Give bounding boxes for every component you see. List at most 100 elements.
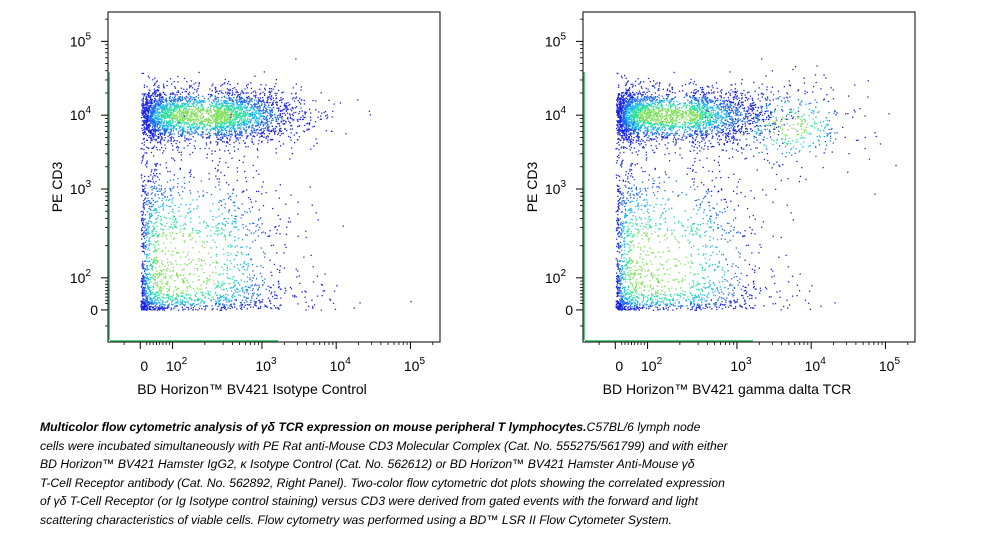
event-dot [286, 226, 288, 228]
event-dot [179, 264, 181, 266]
event-dot [224, 120, 226, 122]
event-dot [197, 299, 199, 301]
event-dot [273, 114, 276, 116]
event-dot [167, 123, 169, 125]
event-dot [187, 103, 189, 105]
event-dot [252, 306, 255, 308]
event-dot [142, 292, 144, 294]
event-dot [154, 93, 156, 96]
event-dot [168, 107, 170, 109]
event-dot [213, 101, 215, 103]
event-dot [172, 102, 174, 104]
event-dot [212, 116, 214, 118]
event-dot [169, 104, 172, 106]
event-dot [157, 215, 159, 217]
event-dot [152, 225, 154, 227]
event-dot [189, 133, 191, 135]
event-dot [274, 128, 276, 130]
event-dot [172, 208, 174, 210]
event-dot [284, 244, 286, 246]
event-dot [275, 130, 277, 132]
event-dot [141, 265, 143, 267]
event-dot [244, 114, 247, 116]
event-dot [293, 134, 295, 136]
event-dot [189, 217, 192, 219]
event-dot [192, 259, 194, 261]
event-dot [153, 278, 156, 280]
event-dot [206, 282, 208, 285]
event-dot [170, 109, 173, 111]
event-dot [178, 116, 181, 118]
event-dot [217, 143, 219, 145]
event-dot [212, 83, 214, 85]
event-dot [188, 91, 191, 94]
event-dot [155, 103, 157, 105]
event-dot [195, 106, 197, 108]
event-dot [172, 112, 174, 115]
event-dot [291, 128, 294, 130]
event-dot [149, 298, 151, 300]
event-dot [206, 119, 208, 121]
event-dot [192, 111, 195, 113]
event-dot [231, 300, 233, 302]
event-dot [310, 254, 312, 256]
event-dot [200, 118, 202, 120]
event-dot [167, 131, 170, 134]
event-dot [155, 140, 157, 142]
event-dot [154, 97, 156, 99]
event-dot [218, 303, 220, 305]
event-dot [169, 131, 171, 133]
event-dot [156, 129, 158, 131]
event-dot [150, 101, 152, 103]
event-dot [159, 164, 161, 166]
event-dot [167, 116, 169, 118]
event-dot [243, 155, 245, 158]
event-dot [162, 209, 165, 211]
event-dot [184, 112, 186, 114]
event-dot [164, 106, 166, 108]
event-dot [271, 291, 273, 293]
event-dot [141, 99, 143, 101]
event-dot [287, 221, 290, 223]
event-dot [183, 241, 186, 243]
event-dot [143, 260, 146, 262]
event-dot [220, 125, 222, 127]
event-dot [145, 134, 147, 136]
event-dot [222, 304, 224, 306]
event-dot [181, 302, 183, 304]
event-dot [202, 101, 205, 103]
event-dot [188, 181, 190, 183]
event-dot [229, 305, 232, 307]
event-dot [152, 102, 154, 104]
event-dot [148, 243, 150, 245]
event-dot [177, 252, 179, 254]
event-dot [215, 88, 217, 91]
event-dot [286, 109, 288, 111]
event-dot [194, 267, 196, 270]
event-dot [203, 194, 205, 196]
event-dot [193, 120, 195, 123]
event-dot [181, 91, 184, 93]
event-dot [154, 116, 156, 118]
event-dot [142, 190, 144, 192]
event-dot [220, 296, 222, 298]
event-dot [227, 252, 229, 254]
event-dot [303, 256, 305, 258]
event-dot [189, 142, 191, 144]
event-dot [175, 146, 178, 149]
event-dot [191, 87, 194, 89]
event-dot [173, 126, 175, 128]
event-dot [181, 186, 183, 188]
event-dot [146, 100, 148, 102]
event-dot [224, 105, 227, 107]
event-dot [169, 103, 171, 105]
event-dot [149, 122, 151, 124]
event-dot [176, 103, 178, 105]
event-dot [188, 99, 190, 101]
event-dot [202, 131, 204, 133]
event-dot [144, 292, 146, 294]
event-dot [183, 297, 185, 300]
event-dot [262, 125, 264, 127]
event-dot [152, 128, 154, 130]
event-dot [224, 234, 226, 236]
